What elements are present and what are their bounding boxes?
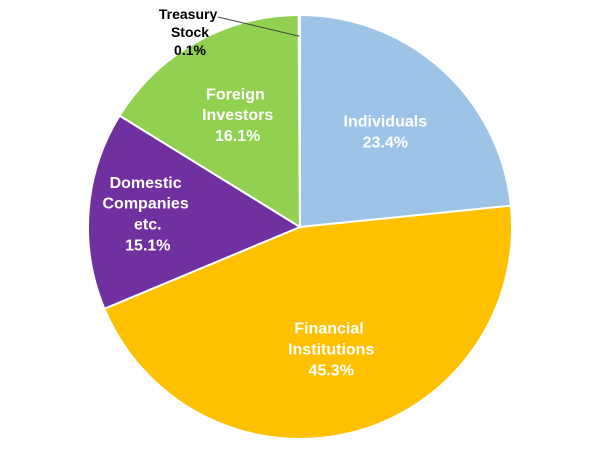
leader-line [217, 16, 300, 37]
value-label: 16.1% [215, 128, 260, 145]
slice-label: Domestic Companies etc. [102, 175, 193, 234]
pie-slice [118, 13, 302, 229]
value-label: 15.1% [125, 237, 170, 254]
pie-slice [299, 13, 513, 229]
pie-slice [297, 13, 301, 228]
slice-label: Foreign Investors [202, 87, 273, 125]
value-label: 45.3% [309, 362, 354, 379]
value-label: 0.1% [174, 42, 206, 58]
pie-slice [103, 204, 513, 440]
slice-label: Treasury Stock [159, 6, 221, 40]
slice-label: Financial Institutions [288, 321, 374, 359]
value-label: 23.4% [363, 134, 408, 151]
slice-label: Individuals [344, 113, 428, 130]
pie-slice [87, 114, 303, 311]
